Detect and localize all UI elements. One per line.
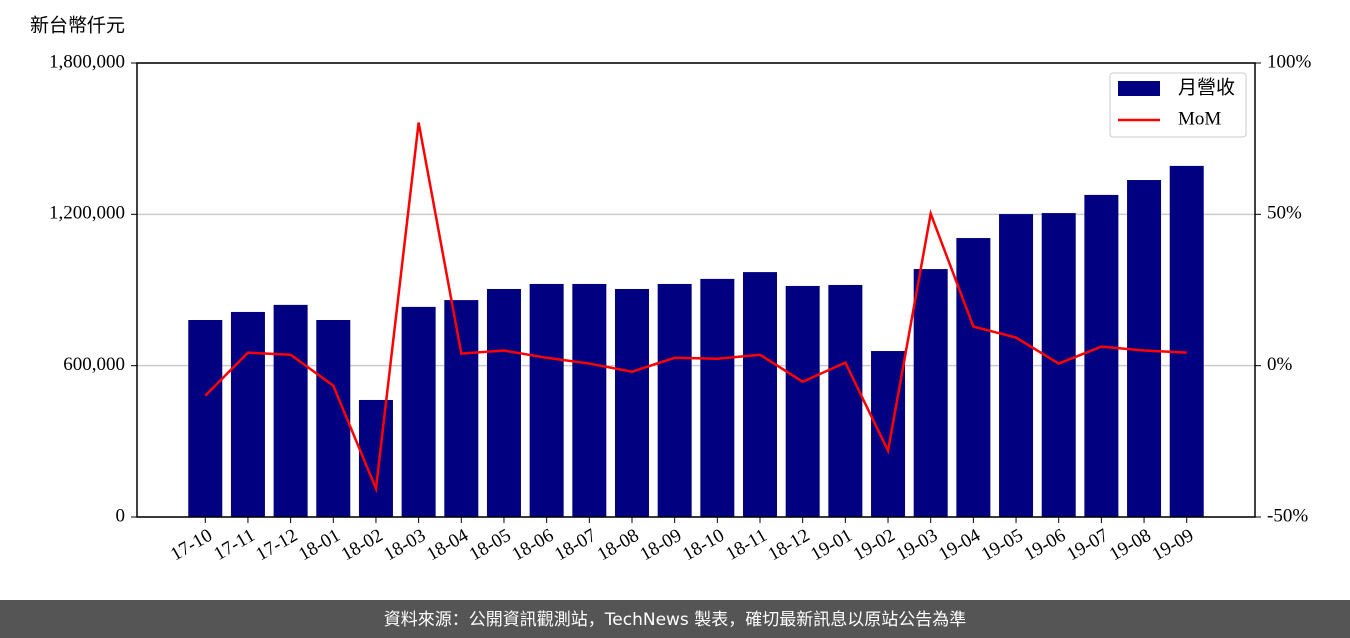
bar xyxy=(401,306,436,517)
x-tick-label: 18-10 xyxy=(679,525,728,565)
x-tick-label: 19-01 xyxy=(807,525,856,565)
y-axis-label: 新台幣仟元 xyxy=(30,14,125,36)
y2-tick-label: 50% xyxy=(1267,203,1302,224)
y-tick-label: 600,000 xyxy=(63,354,125,375)
plot-frame xyxy=(136,62,1256,518)
x-tick-label: 18-03 xyxy=(380,525,429,565)
bar xyxy=(444,300,479,517)
x-tick-label: 19-04 xyxy=(935,525,984,566)
x-tick-label: 19-05 xyxy=(978,525,1027,565)
bar xyxy=(828,284,863,517)
bar xyxy=(1169,165,1204,517)
legend-label: MoM xyxy=(1178,108,1221,129)
x-tick-label: 19-03 xyxy=(892,525,941,565)
x-tick-label: 17-11 xyxy=(210,525,258,565)
bar xyxy=(700,278,735,517)
bar xyxy=(486,288,521,517)
x-tick-label: 18-04 xyxy=(423,525,472,566)
bar xyxy=(1084,194,1119,517)
bar xyxy=(657,283,692,517)
bar xyxy=(871,351,906,517)
x-tick-label: 18-08 xyxy=(594,525,643,565)
bar xyxy=(316,320,351,517)
x-tick-label: 18-12 xyxy=(764,525,813,565)
bar xyxy=(956,238,991,517)
legend-swatch xyxy=(1118,81,1160,96)
bar xyxy=(529,283,564,517)
x-tick-label: 18-11 xyxy=(722,525,770,565)
y2-tick-label: 0% xyxy=(1267,354,1293,375)
bar xyxy=(188,320,223,517)
x-tick-label: 18-02 xyxy=(338,525,387,565)
footer: 資料來源：公開資訊觀測站，TechNews 製表，確切最新訊息以原站公告為準 xyxy=(384,610,966,630)
bar xyxy=(999,214,1034,517)
x-tick-label: 17-12 xyxy=(252,525,301,565)
bar xyxy=(785,285,820,517)
bar xyxy=(230,311,265,517)
x-tick-label: 18-06 xyxy=(508,525,557,565)
y2-tick-label: 100% xyxy=(1267,51,1312,72)
footer-bar xyxy=(0,600,1350,638)
x-tick-label: 18-05 xyxy=(466,525,515,565)
y-tick-label: 0 xyxy=(116,505,126,526)
bar xyxy=(743,272,778,517)
x-tick-label: 19-07 xyxy=(1063,525,1112,565)
y-tick-label: 1,200,000 xyxy=(49,203,125,224)
y-tick-label: 1,800,000 xyxy=(49,51,125,72)
x-tick-label: 18-01 xyxy=(295,525,344,565)
x-tick-label: 19-09 xyxy=(1149,525,1198,565)
x-tick-label: 17-10 xyxy=(167,525,216,565)
bar xyxy=(273,304,308,517)
line xyxy=(204,122,1187,494)
y2-tick-label: -50% xyxy=(1267,505,1308,526)
bar xyxy=(1041,213,1076,518)
bar xyxy=(913,269,948,517)
bar xyxy=(572,283,607,517)
x-tick-label: 19-08 xyxy=(1106,525,1155,565)
bar xyxy=(614,288,649,517)
x-tick-label: 18-09 xyxy=(636,525,685,565)
x-tick-label: 19-06 xyxy=(1021,525,1070,565)
x-tick-label: 19-02 xyxy=(850,525,899,565)
x-tick-label: 18-07 xyxy=(551,525,600,565)
legend-label: 月營收 xyxy=(1178,76,1235,98)
